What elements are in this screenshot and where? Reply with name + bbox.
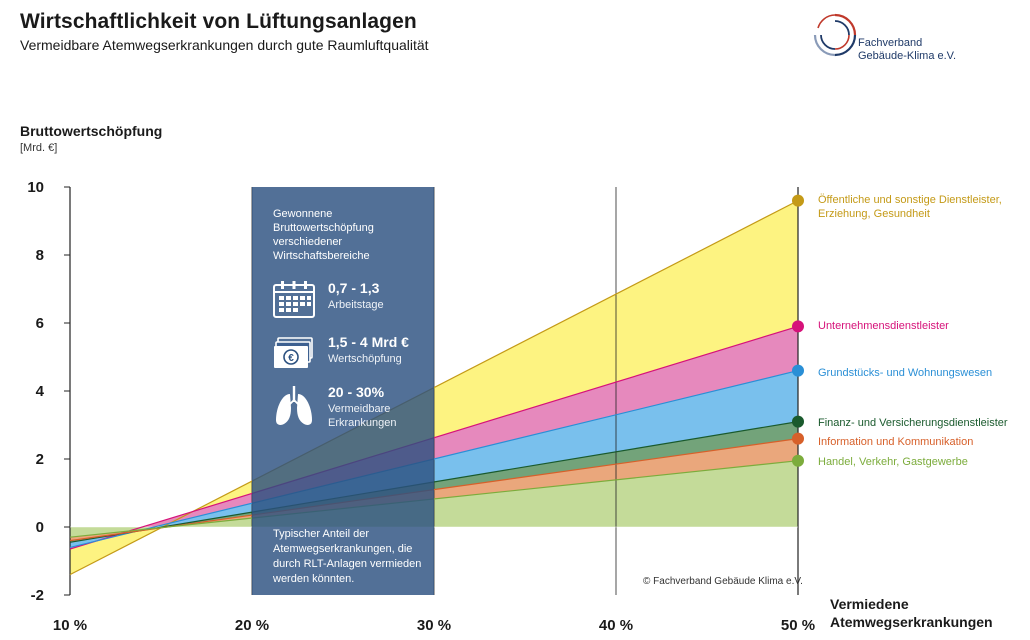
x-tick-label-3: 30 % [417, 617, 451, 634]
y-tick-label-3: 2 [36, 451, 44, 468]
infobox-label-workdays: Arbeitstage [328, 299, 384, 311]
x-axis-label-line-2: Atemwegserkrankungen [830, 614, 993, 630]
x-tick-label-5: 50 % [781, 617, 815, 634]
legend-label-6: Handel, Verkehr, Gastgewerbe [818, 456, 968, 468]
y-tick-label-1: -2 [31, 587, 44, 604]
y-tick-label-6: 8 [36, 247, 44, 264]
calendar-icon [273, 281, 315, 318]
x-tick-label-1: 10 % [53, 617, 87, 634]
x-tick-label-2: 20 % [235, 617, 269, 634]
copyright-notice: © Fachverband Gebäude Klima e.V. [643, 576, 803, 587]
axes: -2 0 2 4 6 8 10 10 % 20 % 30 % 40 % 50 % [27, 179, 815, 634]
x-tick-label-4: 40 % [599, 617, 633, 634]
legend-label-2: Unternehmensdienstleister [818, 320, 949, 332]
x-axis-label-line-1: Vermiedene [830, 596, 909, 612]
infobox-value-diseases: 20 - 30% [328, 384, 385, 400]
legend: Öffentliche und sonstige Dienstleister, E… [818, 194, 1008, 468]
chart-title: Wirtschaftlichkeit von Lüftungsanlagen [20, 10, 417, 33]
highlight-band-rect [252, 187, 434, 595]
logo-mark-icon [813, 13, 857, 57]
series-end-dot-6 [792, 454, 804, 467]
series-end-dot-4 [792, 415, 804, 428]
y-axis-unit: [Mrd. €] [20, 142, 58, 154]
legend-label-5: Information und Kommunikation [818, 436, 973, 448]
infobox-heading: Gewonnene Bruttowertschöpfung verschiede… [273, 208, 374, 262]
infobox-label-diseases: Vermeidbare Erkrankungen [328, 403, 397, 429]
series-end-dot-2 [792, 320, 804, 333]
infobox-footer: Typischer Anteil der Atemwegserkrankunge… [273, 528, 422, 585]
infobox-item-value-added: € 1,5 - 4 Mrd € Wertschöpfung [272, 334, 432, 382]
logo-line-1: Fachverband [858, 37, 923, 49]
series-end-dot-3 [792, 364, 804, 377]
y-axis-label: Bruttowertschöpfung [20, 123, 163, 139]
series-dots [792, 194, 804, 467]
lungs-icon [276, 386, 312, 425]
y-tick-label-4: 4 [36, 383, 45, 400]
y-tick-label-5: 6 [36, 315, 44, 332]
logo-line-2: Gebäude-Klima e.V. [858, 50, 957, 62]
highlight-band [252, 187, 434, 595]
legend-label-1: Öffentliche und sonstige Dienstleister, E… [818, 194, 1002, 220]
infobox-label-value-added: Wertschöpfung [328, 353, 402, 365]
svg-text:€: € [288, 353, 294, 364]
chart-subtitle: Vermeidbare Atemwegserkrankungen durch g… [20, 37, 429, 53]
y-tick-label-2: 0 [36, 519, 44, 536]
x-axis-label: Vermiedene Atemwegserkrankungen [830, 595, 993, 631]
legend-label-4: Finanz- und Versicherungsdienstleister [818, 417, 1008, 429]
infobox-value-value-added: 1,5 - 4 Mrd € [328, 334, 409, 350]
infobox-value-workdays: 0,7 - 1,3 [328, 280, 380, 296]
series-end-dot-5 [792, 432, 804, 445]
series-end-dot-1 [792, 194, 804, 207]
logo: Fachverband Gebäude-Klima e.V. [812, 12, 1002, 70]
infobox-item-workdays: 0,7 - 1,3 Arbeitstage [272, 280, 432, 328]
banknote-icon: € [274, 337, 313, 368]
legend-label-3: Grundstücks- und Wohnungswesen [818, 367, 992, 379]
y-tick-label-7: 10 [27, 179, 44, 196]
infobox-item-diseases: 20 - 30% Vermeidbare Erkrankungen [272, 384, 432, 432]
